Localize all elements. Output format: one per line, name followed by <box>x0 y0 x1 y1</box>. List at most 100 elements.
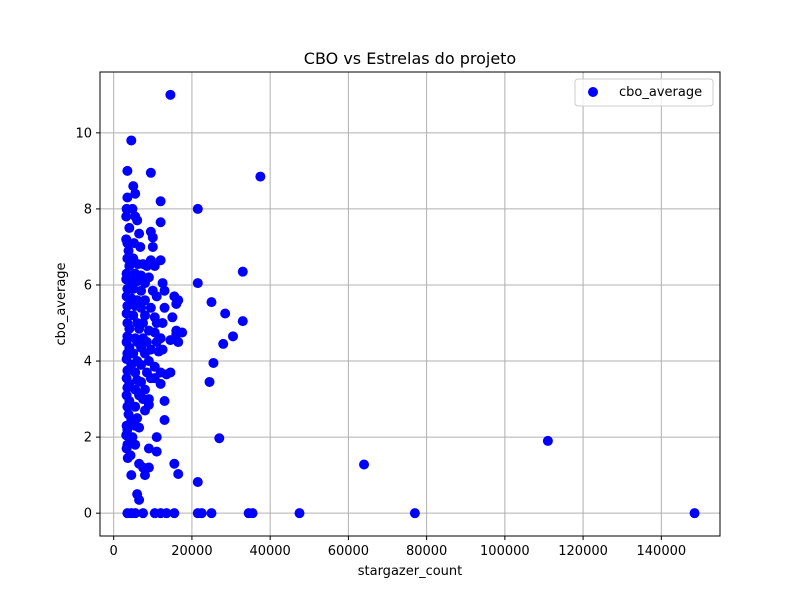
data-point <box>359 459 370 470</box>
data-point <box>255 171 266 182</box>
data-point <box>214 433 225 444</box>
data-point <box>169 458 180 469</box>
x-tick-label: 140000 <box>637 544 687 559</box>
data-point <box>134 422 145 433</box>
data-point <box>159 285 170 296</box>
y-axis-ticks: 0 2 4 6 8 10 <box>75 126 100 522</box>
data-point <box>128 181 139 192</box>
data-point <box>218 338 229 349</box>
data-point <box>134 494 145 505</box>
data-point <box>138 508 149 519</box>
data-point <box>157 318 168 329</box>
data-point <box>132 215 143 226</box>
data-point <box>159 395 170 406</box>
data-point <box>126 470 137 481</box>
data-point <box>125 450 136 461</box>
y-axis-label: cbo_average <box>54 262 69 345</box>
data-point <box>127 432 138 443</box>
data-point <box>157 278 168 289</box>
data-point <box>141 260 152 271</box>
data-point <box>155 196 166 207</box>
data-point <box>132 276 143 287</box>
data-point <box>128 310 139 321</box>
data-point <box>173 337 184 348</box>
y-tick-label: 4 <box>84 355 92 370</box>
data-point <box>169 508 180 519</box>
data-point <box>122 382 133 393</box>
data-point <box>165 335 176 346</box>
data-point <box>136 285 147 296</box>
data-point <box>159 415 170 425</box>
legend-label: cbo_average <box>619 85 702 100</box>
data-point <box>122 365 133 376</box>
data-point <box>151 337 162 348</box>
data-point <box>147 241 158 252</box>
data-point <box>122 192 133 203</box>
data-point <box>122 300 133 311</box>
data-point <box>204 376 215 387</box>
data-point <box>192 203 203 214</box>
data-point <box>139 310 150 321</box>
data-point <box>124 260 135 271</box>
data-point <box>139 295 150 306</box>
data-point <box>208 357 219 368</box>
data-point <box>143 443 154 454</box>
data-point <box>136 302 147 313</box>
data-point <box>206 508 217 519</box>
data-point <box>121 211 132 222</box>
data-point <box>147 232 158 243</box>
data-point <box>130 508 141 519</box>
x-tick-label: 80000 <box>406 544 447 559</box>
data-point <box>247 508 258 519</box>
data-point <box>151 446 162 457</box>
x-tick-label: 100000 <box>480 544 530 559</box>
data-point <box>135 241 146 252</box>
data-point <box>139 348 150 359</box>
data-point <box>122 165 133 176</box>
data-point <box>145 167 156 178</box>
data-point <box>173 469 184 480</box>
data-point <box>143 462 154 473</box>
y-tick-label: 6 <box>84 278 92 293</box>
data-point <box>161 369 172 380</box>
data-point <box>149 260 160 271</box>
data-point <box>206 297 217 308</box>
legend: cbo_average <box>574 78 714 107</box>
data-point <box>220 308 231 319</box>
data-point <box>130 188 141 199</box>
data-point <box>151 291 162 302</box>
x-tick-label: 20000 <box>171 544 212 559</box>
data-point <box>227 331 238 342</box>
data-point <box>128 348 139 359</box>
data-point <box>126 135 137 146</box>
data-point <box>127 203 138 214</box>
y-tick-label: 10 <box>75 126 92 141</box>
y-tick-label: 8 <box>84 202 92 217</box>
data-point <box>196 508 207 519</box>
data-point <box>130 367 141 378</box>
data-point <box>130 401 141 412</box>
data-point <box>542 435 553 446</box>
plot-frame <box>99 71 721 537</box>
x-tick-label: 60000 <box>328 544 369 559</box>
legend-marker <box>588 87 598 97</box>
data-point <box>161 508 172 519</box>
data-point <box>153 346 164 357</box>
data-points <box>121 89 700 519</box>
x-axis-ticks: 0 20000 40000 60000 80000 100000 120000 140000 <box>110 536 687 559</box>
data-point <box>409 508 420 519</box>
data-point <box>192 278 203 289</box>
data-point <box>130 439 141 450</box>
data-point <box>294 508 305 519</box>
data-point <box>128 283 139 294</box>
data-point <box>155 217 166 228</box>
data-point <box>165 89 176 100</box>
y-tick-label: 2 <box>84 431 92 446</box>
data-point <box>139 470 150 481</box>
data-point <box>151 432 162 443</box>
data-point <box>122 401 133 412</box>
x-tick-label: 120000 <box>558 544 608 559</box>
data-point <box>689 508 700 519</box>
